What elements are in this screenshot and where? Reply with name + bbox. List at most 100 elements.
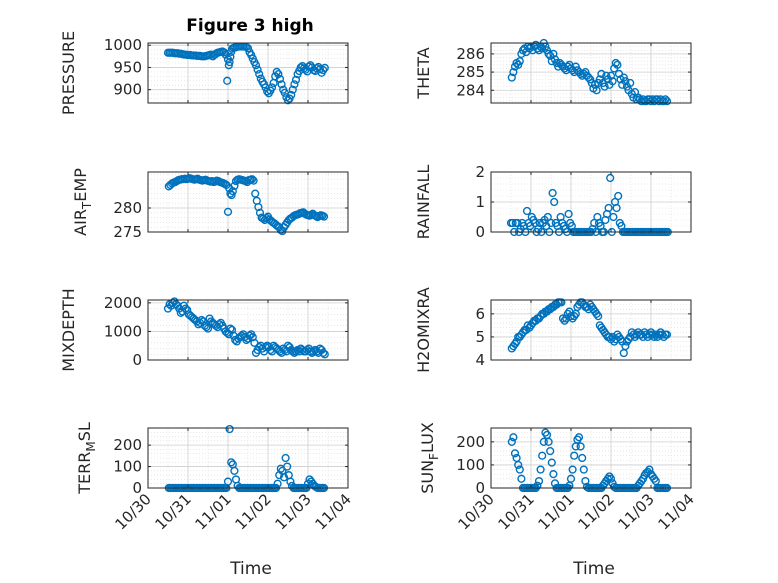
data-point <box>590 218 599 228</box>
data-point <box>517 474 526 483</box>
tick-marks <box>490 171 692 233</box>
data-point <box>250 338 259 347</box>
data-point <box>283 462 292 471</box>
y-tick-label: 100 <box>113 458 142 476</box>
y-axis-label: MIXDEPTH <box>59 288 78 371</box>
data-point <box>202 323 211 332</box>
data-point <box>597 69 606 79</box>
data-point <box>275 74 285 84</box>
data-point <box>611 58 620 68</box>
data-point <box>547 458 556 467</box>
y-axis-label: TERRMSL <box>75 422 98 495</box>
data-point <box>176 308 185 317</box>
y-tick-label: 6 <box>475 305 485 323</box>
data-point <box>281 453 290 463</box>
y-axis-label: SUNFLUX <box>418 422 441 494</box>
data-point <box>514 460 523 470</box>
y-tick-label: 4 <box>475 351 485 369</box>
y-tick-label: 200 <box>456 433 485 451</box>
data-point <box>645 465 654 474</box>
y-tick-label: 950 <box>113 58 142 76</box>
y-tick-label: 900 <box>113 81 142 99</box>
data-point <box>248 333 257 342</box>
axes-box <box>490 42 692 104</box>
data-point <box>286 477 295 486</box>
data-point <box>230 466 239 475</box>
subplot-pressure: 900 950 1000 PRESSURE <box>59 31 349 115</box>
data-point <box>267 83 277 92</box>
data-point <box>614 191 623 201</box>
data-point <box>319 348 328 357</box>
y-tick-label: 200 <box>113 436 142 454</box>
figure-title: Figure 3 high <box>186 16 314 36</box>
y-tick-label: 280 <box>113 199 142 217</box>
data-point <box>621 77 630 86</box>
data-point <box>662 97 672 106</box>
data-point <box>273 479 282 488</box>
y-axis-label: AIRTEMP <box>71 168 94 236</box>
axes-box <box>147 171 349 233</box>
data-point <box>600 82 609 91</box>
data-point <box>592 86 601 95</box>
tick-marks <box>490 43 692 103</box>
data-point <box>509 67 518 77</box>
tick-marks <box>147 300 349 361</box>
x-axis-label-right: Time <box>572 559 615 579</box>
data-point <box>226 189 235 198</box>
data-point <box>539 437 548 446</box>
data-point <box>570 451 579 460</box>
y-tick-label: 0 <box>132 351 142 369</box>
data-point <box>606 173 615 183</box>
data-point <box>507 437 516 446</box>
y-tick-label: 285 <box>456 63 485 81</box>
axes-box <box>490 427 692 489</box>
data-point <box>274 70 283 79</box>
data-series <box>164 174 329 236</box>
data-point <box>225 58 234 67</box>
data-point <box>227 458 236 467</box>
data-point <box>278 226 287 236</box>
data-point <box>548 188 557 198</box>
data-point <box>225 424 234 434</box>
data-point <box>549 470 558 479</box>
y-tick-label: 286 <box>456 45 485 63</box>
data-point <box>604 203 613 213</box>
tick-marks <box>490 428 692 489</box>
data-point <box>578 453 587 463</box>
data-point <box>608 77 617 86</box>
data-point <box>508 218 517 228</box>
data-point <box>255 70 264 79</box>
data-point <box>549 49 558 59</box>
data-series <box>507 298 672 358</box>
tick-marks <box>147 428 349 489</box>
data-point <box>319 212 329 221</box>
y-axis-label: PRESSURE <box>59 31 78 115</box>
data-point <box>612 203 621 213</box>
data-point <box>251 189 260 198</box>
data-point <box>579 465 588 474</box>
data-point <box>510 449 520 458</box>
data-point <box>279 473 289 482</box>
data-point <box>228 187 237 196</box>
data-point <box>543 212 552 222</box>
data-series <box>163 42 329 105</box>
data-point <box>223 477 233 486</box>
y-tick-label: 0 <box>475 479 485 497</box>
data-point <box>662 330 672 339</box>
data-point <box>568 465 577 474</box>
y-tick-label: 100 <box>456 456 485 474</box>
data-point <box>576 442 585 451</box>
y-tick-label: 0 <box>475 223 485 241</box>
y-tick-label: 2000 <box>104 294 142 312</box>
data-point <box>544 437 553 446</box>
data-point <box>621 342 630 351</box>
y-tick-label: 0 <box>132 479 142 497</box>
data-point <box>515 57 524 66</box>
y-tick-label: 5 <box>475 328 485 346</box>
y-tick-label: 275 <box>113 223 142 241</box>
y-tick-label: 1000 <box>104 322 142 340</box>
data-point <box>550 197 559 207</box>
y-axis-label: RAINFALL <box>414 165 433 240</box>
